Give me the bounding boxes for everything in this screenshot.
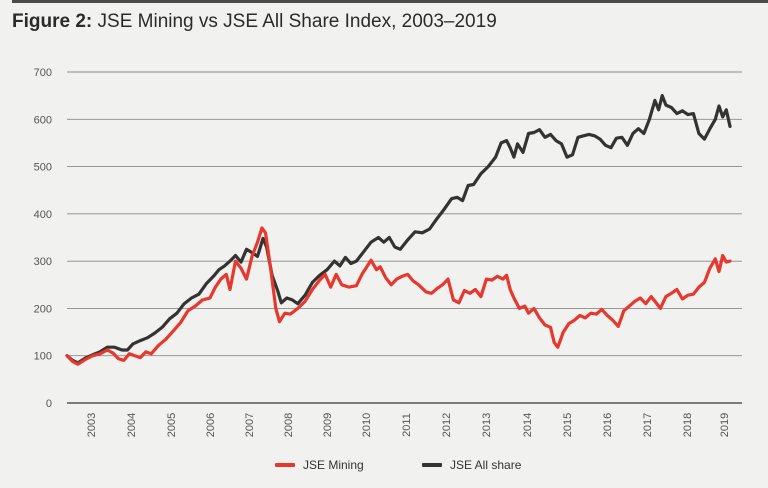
top-rule <box>12 0 768 3</box>
x-tick-label: 2009 <box>322 413 334 437</box>
legend-label-jse-all-share: JSE All share <box>450 458 522 472</box>
x-tick-label: 2006 <box>205 413 217 437</box>
x-tick-label: 2016 <box>602 413 614 437</box>
legend-swatch-jse-mining <box>275 463 295 467</box>
legend-label-jse-mining: JSE Mining <box>303 458 364 472</box>
y-tick-label: 300 <box>34 256 52 268</box>
x-tick-label: 2018 <box>682 413 694 437</box>
figure-title-text: JSE Mining vs JSE All Share Index, 2003–… <box>97 11 497 32</box>
series-line-jse-mining <box>65 226 732 366</box>
y-tick-label: 500 <box>34 162 52 174</box>
x-tick-label: 2007 <box>244 413 256 437</box>
x-tick-label: 2013 <box>481 413 493 437</box>
x-tick-label: 2010 <box>361 413 373 437</box>
legend-swatch-jse-all-share <box>422 463 442 467</box>
legend-item-jse-all-share: JSE All share <box>422 458 521 472</box>
figure-label: Figure 2: <box>12 11 93 32</box>
y-tick-label: 0 <box>46 398 52 410</box>
y-tick-label: 100 <box>34 351 52 363</box>
x-tick-label: 2019 <box>719 413 731 437</box>
x-tick-label: 2005 <box>166 413 178 437</box>
x-tick-label: 2015 <box>562 413 574 437</box>
x-tick-label: 2004 <box>126 413 138 437</box>
figure-title: Figure 2: JSE Mining vs JSE All Share In… <box>12 11 497 33</box>
x-tick-label: 2011 <box>401 413 413 437</box>
x-tick-label: 2008 <box>283 413 295 437</box>
x-tick-label: 2012 <box>441 413 453 437</box>
x-tick-label: 2017 <box>642 413 654 437</box>
series-line-jse-all-share <box>65 94 732 365</box>
x-tick-label: 2003 <box>86 413 98 437</box>
legend-item-jse-mining: JSE Mining <box>275 458 364 472</box>
y-tick-label: 700 <box>34 67 52 79</box>
y-tick-label: 400 <box>34 209 52 221</box>
y-tick-label: 600 <box>34 114 52 126</box>
x-tick-label: 2014 <box>522 413 534 437</box>
y-tick-label: 200 <box>34 303 52 315</box>
